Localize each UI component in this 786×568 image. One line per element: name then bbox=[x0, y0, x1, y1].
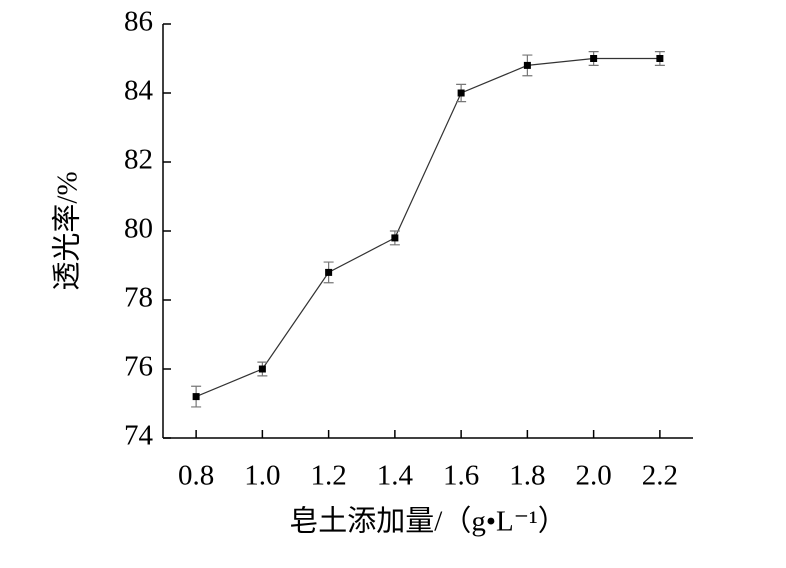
x-tick-label: 1.2 bbox=[311, 460, 347, 492]
y-tick-label: 84 bbox=[124, 75, 154, 107]
x-tick-label: 1.6 bbox=[443, 460, 479, 492]
x-axis-label: 皂土添加量/（g•L⁻¹） bbox=[289, 505, 566, 538]
x-tick-label: 1.0 bbox=[244, 460, 280, 492]
data-line bbox=[195, 57, 660, 398]
marker bbox=[192, 393, 200, 401]
y-tick-label: 74 bbox=[124, 420, 154, 452]
marker bbox=[523, 61, 531, 69]
marker bbox=[391, 234, 399, 242]
x-tick-label: 1.4 bbox=[377, 460, 414, 492]
marker bbox=[258, 365, 266, 373]
x-tick-label: 0.8 bbox=[178, 460, 214, 492]
marker bbox=[325, 268, 333, 276]
marker bbox=[457, 89, 465, 97]
x-tick-label: 1.8 bbox=[509, 460, 545, 492]
y-tick-label: 86 bbox=[124, 6, 153, 38]
marker bbox=[656, 55, 664, 62]
x-tick-label: 2.0 bbox=[576, 460, 612, 492]
y-tick-label: 82 bbox=[124, 144, 153, 176]
x-tick-label: 2.2 bbox=[642, 460, 678, 492]
y-tick-label: 76 bbox=[124, 351, 153, 383]
marker bbox=[590, 55, 598, 62]
y-axis-label: 透光率/% bbox=[51, 171, 84, 290]
y-tick-label: 80 bbox=[124, 213, 153, 245]
y-tick-label: 78 bbox=[124, 282, 153, 314]
